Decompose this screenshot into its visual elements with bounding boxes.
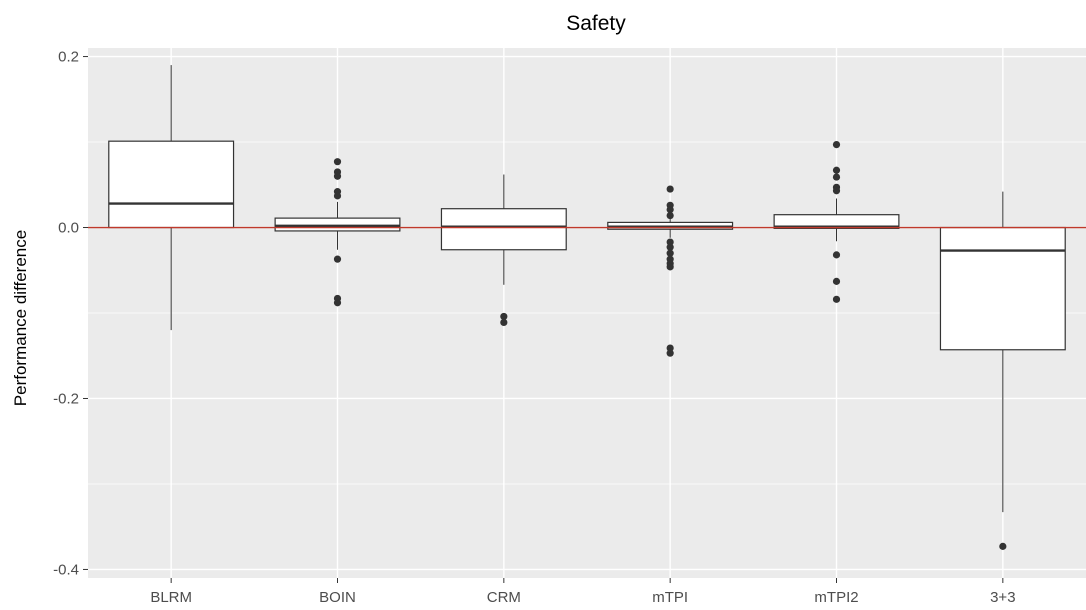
outlier-point [333,158,342,166]
outlier-point [666,185,674,193]
outlier-point [333,192,342,200]
y-axis-label: Performance difference [11,230,30,406]
outlier-point [666,249,674,257]
x-tick-label: BLRM [150,589,192,606]
outlier-point [666,211,674,220]
box-body [274,217,401,232]
outlier-point [666,243,674,251]
box-body [773,214,900,229]
outlier-point [333,255,342,263]
x-tick-label: mTPI2 [814,589,858,606]
outlier-point [666,263,674,271]
outlier-point [333,299,342,307]
outlier-point [500,318,508,327]
y-tick-label: 0.0 [58,220,79,237]
y-tick-label: -0.2 [53,390,79,407]
outlier-point [666,205,674,214]
box-body [108,140,235,229]
box-body [939,226,1066,351]
outlier-point [832,277,841,285]
outlier-point [832,140,841,149]
x-tick-label: BOIN [319,589,356,606]
x-tick-label: 3+3 [990,589,1015,606]
outlier-point [832,251,841,259]
outlier-point [333,172,342,180]
x-tick-label: CRM [487,589,521,606]
outlier-point [832,295,841,303]
outlier-point [666,344,674,352]
boxplot-mTPI [607,185,734,357]
y-tick-label: 0.2 [58,49,79,66]
outlier-point [832,166,841,174]
y-tick-label: -0.4 [53,561,79,578]
box-body [440,208,567,251]
x-tick-label: mTPI [652,589,688,606]
boxplot-CRM [440,174,567,327]
outlier-point [832,173,841,181]
outlier-point [832,187,841,195]
boxplot-BLRM [108,65,235,331]
outlier-point [999,542,1007,550]
outlier-point [666,349,674,357]
axis-layer: 0.2 0.0 -0.2 -0.4 BLRM BOIN CRM mTPI mTPI2 3+3 [53,49,1015,606]
chart-title: Safety [566,12,626,35]
boxplot-mTPI2 [773,140,900,303]
outlier-point [666,238,674,246]
outlier-point [500,312,508,321]
